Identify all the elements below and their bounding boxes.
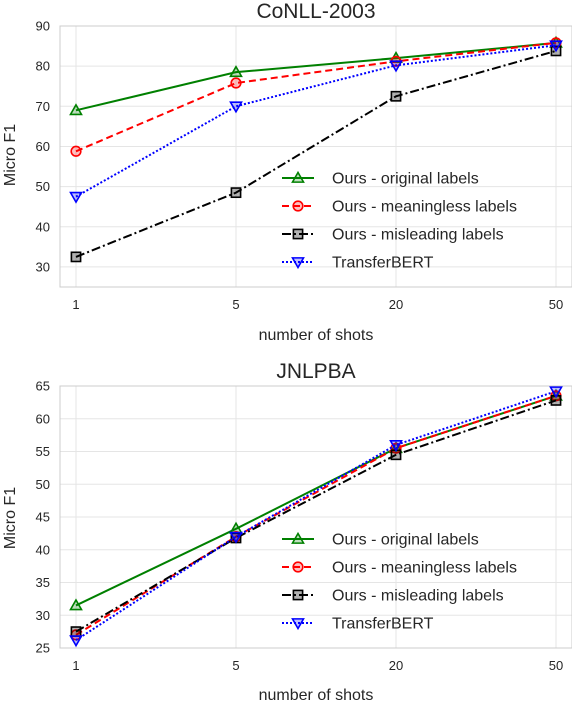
legend-item: Ours - misleading labels: [282, 588, 504, 605]
legend-marker: [292, 561, 304, 573]
legend-label: TransferBERT: [332, 255, 434, 272]
y-tick-label: 55: [36, 444, 50, 459]
data-point: [70, 251, 82, 263]
series-line: [75, 44, 557, 198]
series-line: [75, 41, 557, 153]
y-tick-label: 40: [36, 219, 50, 234]
chart-title: CoNLL-2003: [256, 0, 375, 23]
legend-marker: [291, 257, 305, 270]
y-tick-label: 80: [36, 59, 50, 74]
x-tick-label: 50: [549, 297, 563, 312]
legend-item: Ours - meaningless labels: [282, 199, 517, 216]
data-point: [390, 90, 402, 102]
data-point: [230, 77, 242, 89]
x-tick-label: 20: [389, 658, 403, 673]
chart-title: JNLPBA: [276, 360, 355, 383]
legend-marker: [291, 531, 305, 544]
series-line: [75, 399, 557, 633]
y-tick-label: 50: [36, 477, 50, 492]
legend-item: Ours - meaningless labels: [282, 560, 517, 577]
data-point: [230, 187, 242, 199]
data-point: [229, 531, 243, 544]
x-tick-label: 5: [232, 658, 239, 673]
y-tick-label: 60: [36, 139, 50, 154]
data-point: [69, 598, 83, 611]
data-point: [229, 65, 243, 78]
chart-conll-2003: 30 40 50 60 70 80 90 1 5 20 50 CoNLL-2003 number o…: [2, 0, 572, 344]
y-tick-label: 90: [36, 19, 50, 34]
plot-border: [59, 25, 572, 288]
y-axis-label: Micro F1: [2, 487, 19, 549]
y-tick-label: 40: [36, 542, 50, 557]
y-tick-label: 65: [36, 379, 50, 394]
plot-area: 30 40 50 60 70 80 90 1 5 20 50: [36, 19, 572, 312]
legend-label: TransferBERT: [332, 616, 434, 633]
legend-item: TransferBERT: [282, 255, 434, 272]
data-point: [549, 40, 563, 53]
data-point: [549, 386, 563, 399]
legend-marker: [291, 618, 305, 631]
legend-label: Ours - misleading labels: [332, 227, 504, 244]
y-tick-label: 25: [36, 641, 50, 656]
y-tick-label: 50: [36, 179, 50, 194]
chart-jnlpba: 25 30 35 40 45 50 55 60 65 1 5 20 50 JNLPBA number o…: [2, 360, 572, 704]
y-tick-label: 70: [36, 99, 50, 114]
y-tick-label: 60: [36, 411, 50, 426]
y-tick-label: 45: [36, 510, 50, 525]
legend: Ours - original labels Ours - meaningless…: [282, 171, 517, 272]
x-tick-label: 5: [232, 297, 239, 312]
x-tick-label: 1: [72, 658, 79, 673]
legend-label: Ours - meaningless labels: [332, 199, 517, 216]
y-tick-label: 30: [36, 259, 50, 274]
data-point: [70, 626, 82, 638]
data-point: [389, 440, 403, 453]
x-axis-label: number of shots: [259, 327, 374, 344]
plot-border: [59, 385, 572, 649]
y-tick-label: 30: [36, 608, 50, 623]
legend-marker: [292, 228, 304, 240]
legend-marker: [292, 589, 304, 601]
data-point: [389, 60, 403, 73]
legend-item: Ours - original labels: [282, 171, 479, 188]
data-point: [70, 145, 82, 157]
x-tick-label: 20: [389, 297, 403, 312]
x-tick-label: 1: [72, 297, 79, 312]
legend-item: Ours - original labels: [282, 532, 479, 549]
data-point: [69, 103, 83, 116]
x-tick-label: 50: [549, 658, 563, 673]
legend-label: Ours - original labels: [332, 171, 479, 188]
data-point: [69, 635, 83, 648]
y-axis-label: Micro F1: [2, 124, 19, 186]
legend: Ours - original labels Ours - meaningless…: [282, 532, 517, 633]
legend-label: Ours - misleading labels: [332, 588, 504, 605]
data-point: [69, 191, 83, 204]
legend-label: Ours - original labels: [332, 532, 479, 549]
series-4: [69, 386, 563, 648]
legend-marker: [292, 200, 304, 212]
legend-item: TransferBERT: [282, 616, 434, 633]
series-line: [75, 41, 557, 112]
x-axis-label: number of shots: [259, 687, 374, 704]
series-line: [75, 49, 557, 258]
plot-area: 25 30 35 40 45 50 55 60 65 1 5 20 50: [36, 379, 572, 673]
legend-label: Ours - meaningless labels: [332, 560, 517, 577]
y-tick-label: 35: [36, 575, 50, 590]
series-4: [69, 40, 563, 204]
legend-item: Ours - misleading labels: [282, 227, 504, 244]
data-point: [229, 101, 243, 114]
legend-marker: [291, 170, 305, 183]
